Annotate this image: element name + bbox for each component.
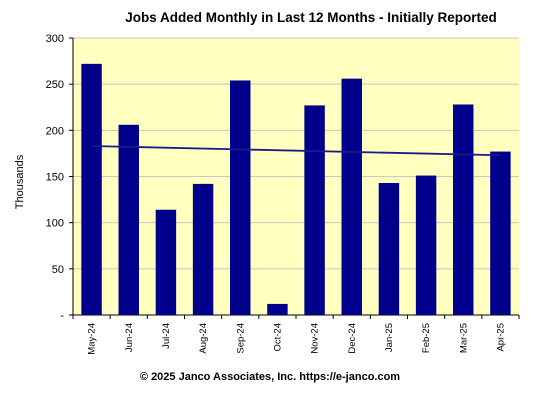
bar [453, 104, 474, 315]
bar [230, 80, 251, 316]
x-tick-label: Sep-24 [235, 323, 246, 354]
x-tick-label: Jul-24 [161, 323, 172, 349]
bar [490, 151, 511, 315]
x-tick-label: Dec-24 [347, 323, 358, 354]
bar [267, 303, 288, 315]
bar [378, 182, 400, 315]
x-tick-label: Jan-25 [384, 323, 395, 352]
x-tick-label: Apr-25 [495, 323, 506, 352]
plot-area: - 50 100 150 200 250 300 May-24 Jun-24 Jul-24 Aug-… [46, 33, 520, 355]
bar [81, 63, 102, 315]
y-tick-label: - [60, 310, 64, 322]
bar [304, 105, 325, 315]
bar [341, 78, 362, 315]
y-tick-label: 150 [46, 172, 64, 184]
x-tick-label: May-24 [87, 323, 98, 355]
y-tick-label: 200 [46, 125, 64, 137]
y-axis-label: Thousands [14, 154, 26, 209]
x-tick-label: Mar-25 [458, 323, 469, 353]
bar [415, 175, 437, 315]
trend-line [91, 145, 501, 157]
x-tick-label: Oct-24 [272, 323, 283, 352]
x-tick-label: Nov-24 [310, 323, 321, 354]
y-tick-label: 100 [46, 218, 64, 230]
bar [155, 209, 177, 315]
footer-copyright: © 2025 Janco Associates, Inc. https://e-… [140, 371, 400, 383]
y-tick-label: 300 [46, 33, 64, 45]
x-tick-label: Aug-24 [198, 323, 209, 354]
x-tick-label: Jun-24 [124, 323, 135, 352]
x-tick-label: Feb-25 [421, 323, 432, 353]
y-tick-label: 50 [52, 264, 64, 276]
bar [192, 183, 214, 315]
chart-title: Jobs Added Monthly in Last 12 Months - I… [125, 10, 497, 25]
bar [118, 124, 139, 315]
y-tick-label: 250 [46, 79, 64, 91]
